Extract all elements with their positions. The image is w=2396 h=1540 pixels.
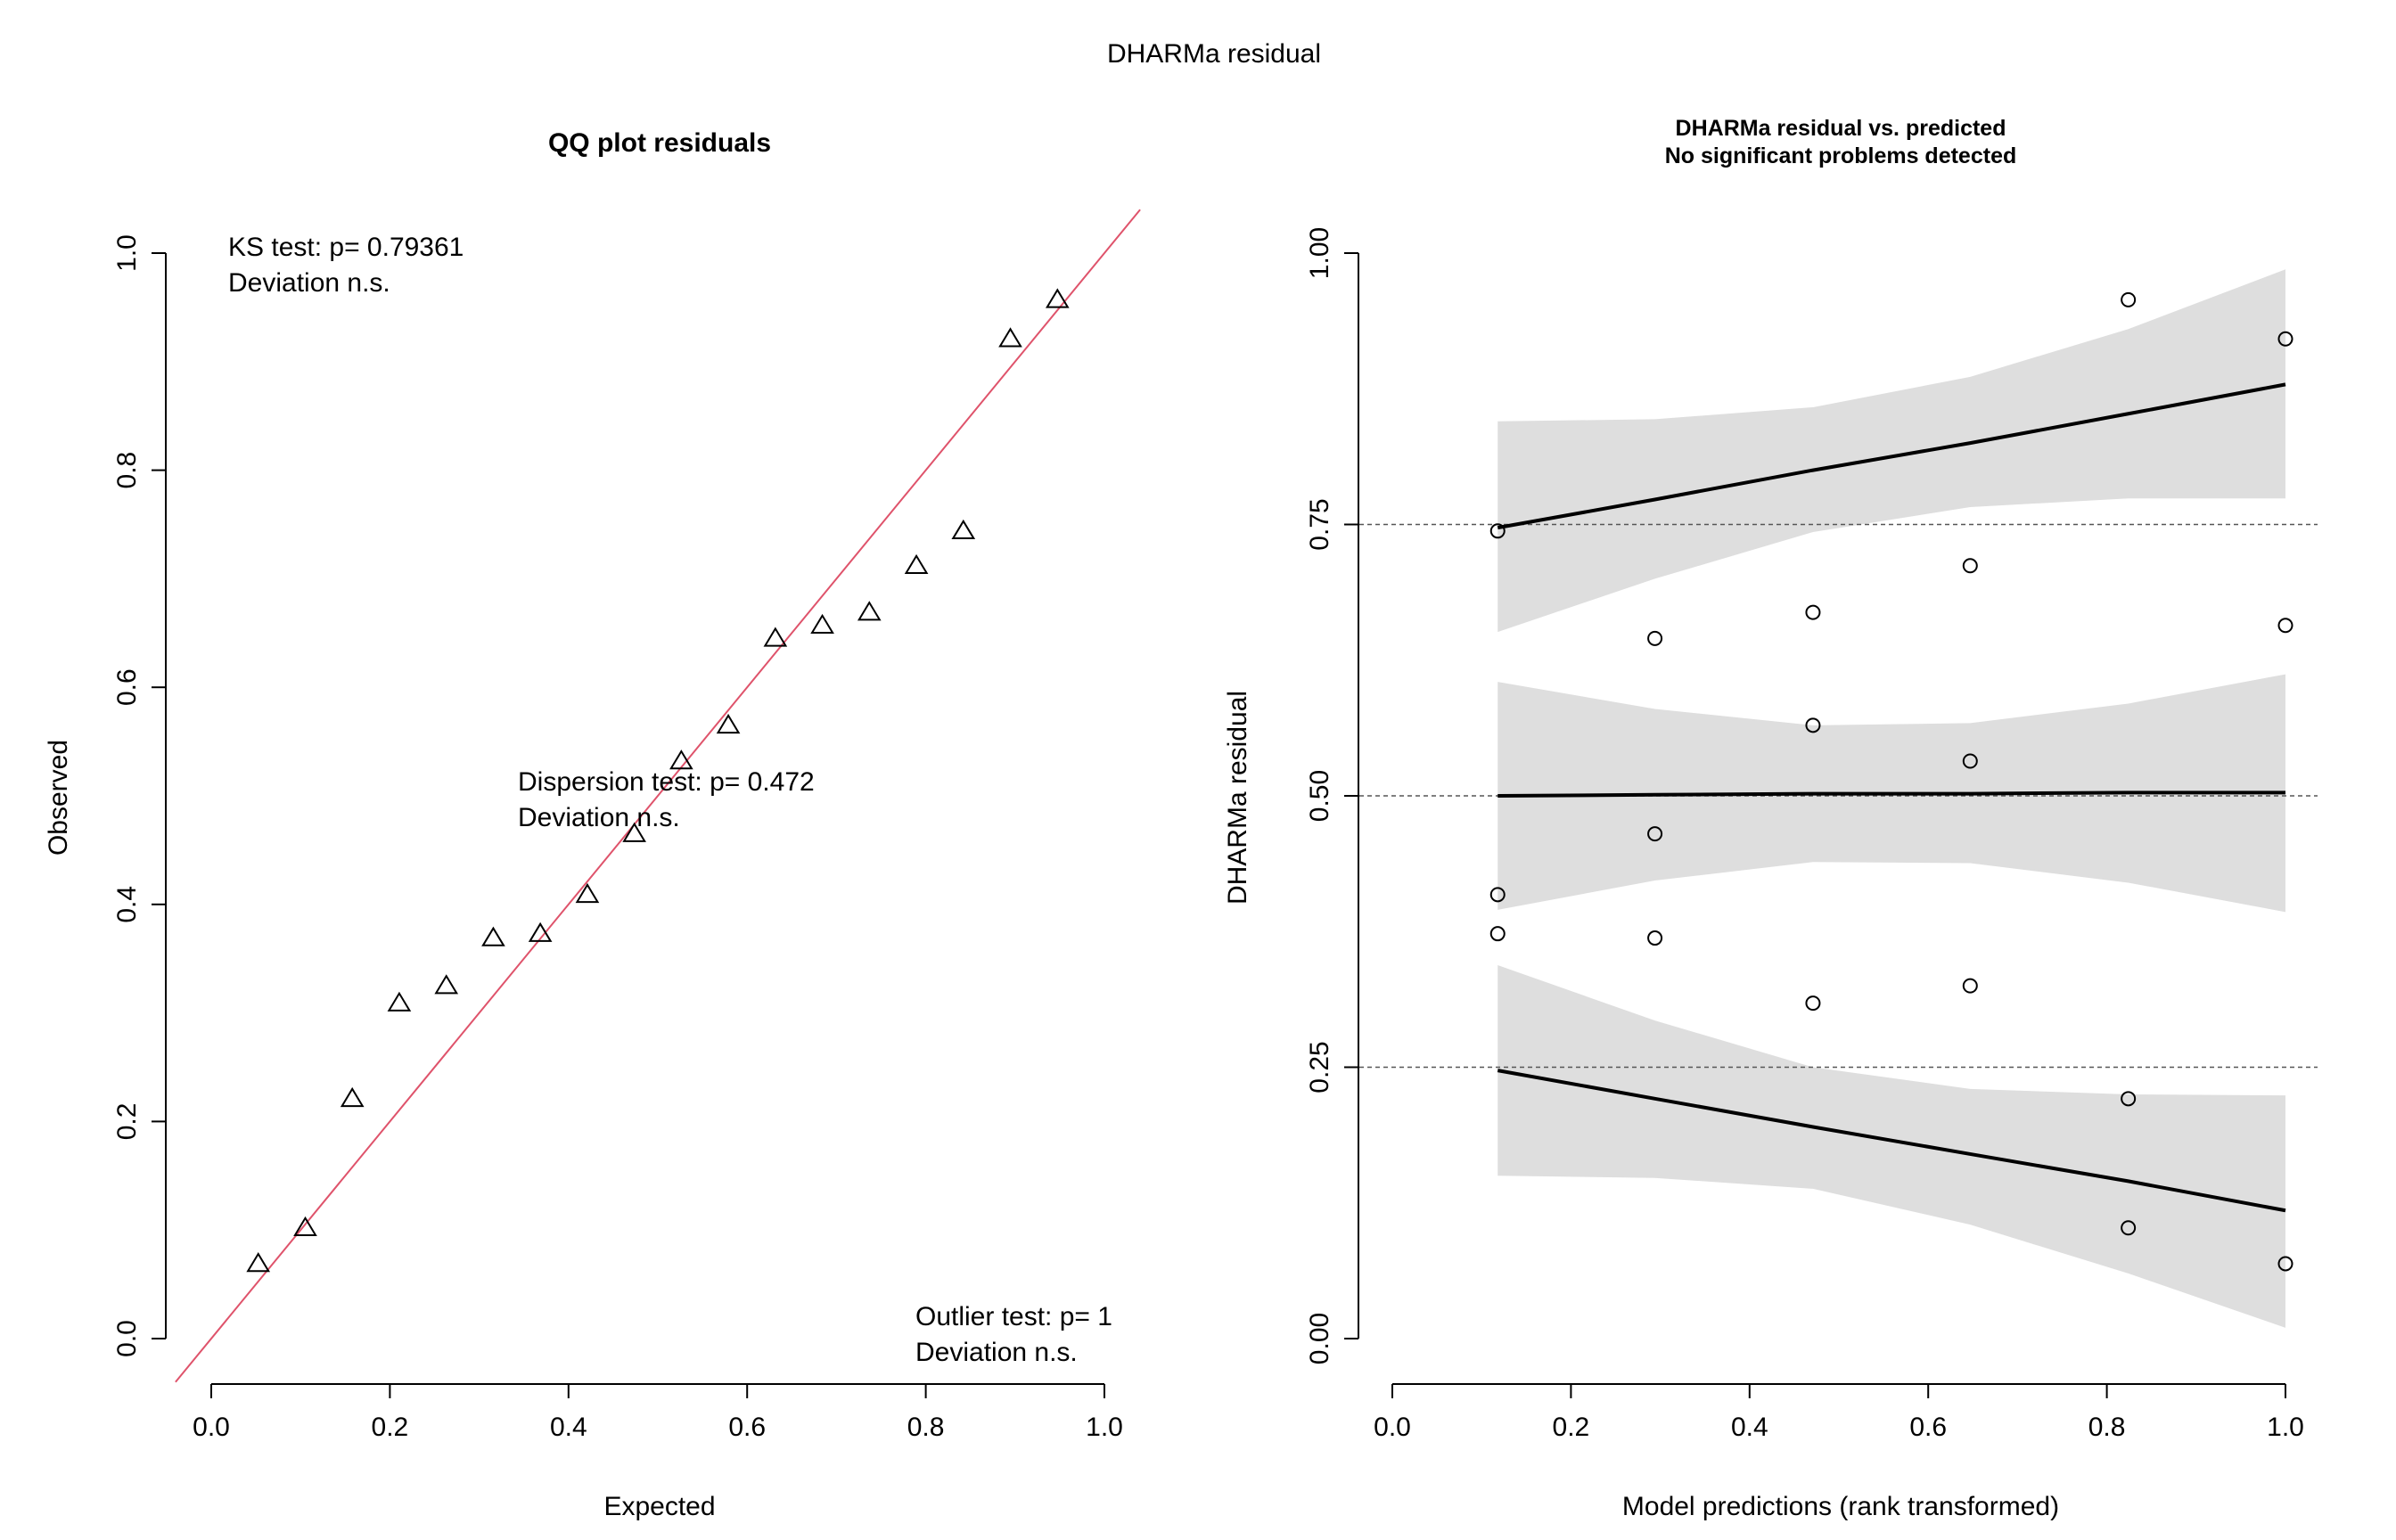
residual-point [2121,291,2137,307]
confidence-band-q0.25 [1498,965,2285,1328]
qq-identity-line [175,209,1141,1383]
qq-point [387,991,412,1012]
ks-test-text: KS test: p= 0.79361 [228,233,464,262]
qq-point [622,822,646,842]
residual-point [1489,926,1506,942]
residual-point [2277,618,2293,634]
residual-vs-predicted-panel: DHARMa residual vs. predicted No signifi… [1223,116,2318,1521]
qq-plot-title: QQ plot residuals [548,128,771,158]
quantile-confidence-bands [1498,269,2285,1328]
qq-y-tick-label: 1.0 [112,234,142,272]
quantile-fit-line-q0.5 [1498,790,2285,798]
residual-x-tick-label: 0.6 [1909,1413,1947,1442]
qq-plot-axes: 0.0 0.2 0.4 0.6 0.8 1.0 0.0 0.2 0.4 0.6 0.8 1.0 [112,234,1123,1442]
residual-point [1962,558,1978,574]
residual-point [1647,630,1663,646]
qq-x-tick-label: 0.4 [550,1413,587,1442]
qq-point [340,1086,365,1108]
qq-point [1045,288,1070,308]
qq-point [669,750,693,770]
residual-point [1647,826,1663,842]
residual-x-tick-label: 0.0 [1374,1413,1411,1442]
residual-y-tick-label: 0.75 [1305,498,1334,550]
qq-x-tick-label: 0.0 [193,1413,230,1442]
qq-y-tick-label: 0.4 [112,886,142,923]
residual-point [1962,753,1978,769]
residual-point [1962,978,1978,994]
qq-x-tick-label: 1.0 [1086,1413,1123,1442]
qq-identity-line-group [175,209,1141,1383]
reference-dashed-lines [1359,523,2318,1069]
residual-y-axis-label: DHARMa residual [1223,691,1252,905]
qq-y-tick-label: 0.0 [112,1320,142,1357]
residual-plot-subtitle: No significant problems detected [1665,143,2017,168]
residual-plot-title: DHARMa residual vs. predicted [1676,116,2006,141]
qq-point [763,627,788,647]
confidence-band-q0.75 [1498,269,2285,633]
residual-x-tick-label: 1.0 [2267,1413,2304,1442]
residual-point [2277,331,2293,347]
quantile-fit-line-q0.75 [1497,382,2286,530]
qq-point [246,1252,271,1273]
qq-point [434,974,459,995]
residual-y-tick-label: 0.25 [1305,1041,1334,1093]
residual-point [1647,930,1663,946]
dispersion-deviation-text: Deviation n.s. [518,803,680,832]
qq-point [857,601,882,621]
qq-point [904,553,929,575]
qq-point [998,327,1022,348]
residual-y-tick-label: 0.50 [1305,770,1334,822]
residual-y-tick-label: 0.00 [1305,1313,1334,1364]
residual-plot-axes: 0.0 0.2 0.4 0.6 0.8 1.0 0.00 0.25 0.50 0.75 1.00 [1305,227,2304,1442]
qq-point [481,926,505,946]
residual-point [1805,604,1821,620]
qq-y-tick-label: 0.8 [112,452,142,489]
residual-point [2277,1256,2293,1272]
residual-point [1489,523,1506,539]
residual-x-axis-label: Model predictions (rank transformed) [1622,1492,2059,1521]
qq-annotations: KS test: p= 0.79361 Deviation n.s. Dispe… [228,233,1112,1367]
residual-y-tick-label: 1.00 [1305,227,1334,279]
residual-point [1489,887,1506,903]
qq-x-tick-label: 0.6 [728,1413,766,1442]
residual-x-tick-label: 0.4 [1731,1413,1768,1442]
qq-x-axis-label: Expected [603,1492,715,1521]
residual-x-tick-label: 0.2 [1553,1413,1590,1442]
qq-y-axis-label: Observed [44,740,73,856]
ks-deviation-text: Deviation n.s. [228,268,390,298]
residual-points [1489,291,2293,1272]
page-title: DHARMa residual [1107,39,1321,69]
qq-x-tick-label: 0.8 [907,1413,945,1442]
qq-point [293,1216,317,1237]
qq-point [716,713,741,734]
residual-x-tick-label: 0.8 [2088,1413,2126,1442]
qq-plot-panel: QQ plot residuals 0.0 0.2 0.4 0.6 0.8 1.00.00… [44,128,1141,1521]
qq-y-tick-label: 0.2 [112,1103,142,1141]
qq-x-tick-label: 0.2 [372,1413,409,1442]
quantile-fit-lines [1497,382,2286,1213]
residual-point [1805,717,1821,733]
residual-point [2121,1091,2137,1107]
residual-point [1805,995,1821,1012]
outlier-deviation-text: Deviation n.s. [915,1338,1078,1367]
residual-point [2121,1220,2137,1236]
qq-point [951,519,976,540]
qq-point [575,882,600,904]
qq-point [528,922,553,942]
qq-point [810,613,834,635]
outlier-test-text: Outlier test: p= 1 [915,1302,1112,1331]
qq-y-tick-label: 0.6 [112,668,142,706]
dispersion-test-text: Dispersion test: p= 0.472 [518,767,815,797]
qq-points [246,288,1070,1273]
quantile-fit-line-q0.25 [1497,1069,2286,1213]
